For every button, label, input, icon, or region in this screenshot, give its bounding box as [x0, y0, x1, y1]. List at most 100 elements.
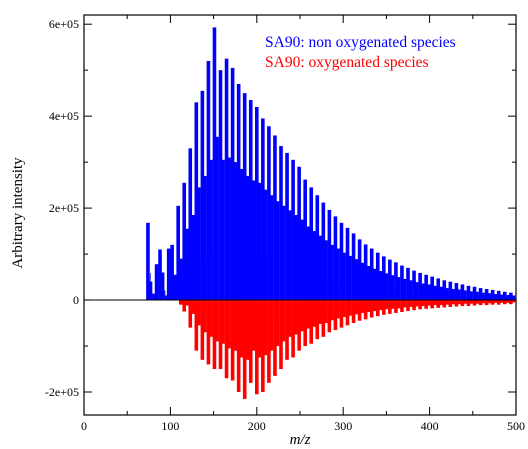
spike-blue-34 — [248, 100, 253, 301]
spike-blue-114 — [490, 289, 495, 301]
spike-red-77 — [412, 300, 416, 311]
spike-blue-64 — [339, 222, 344, 301]
spike-red-25 — [255, 300, 259, 395]
spike-red-11 — [212, 300, 217, 370]
axes: 0 100 200 300 400 500 -2e+05 0 2e+05 4e+05 6e+05 — [45, 15, 525, 433]
spike-red-33 — [279, 300, 283, 370]
spike-blue-26 — [224, 58, 229, 301]
spike-red-10 — [209, 300, 213, 337]
spike-blue-71 — [360, 262, 365, 301]
spike-red-45 — [315, 300, 320, 340]
spike-red-66 — [378, 300, 383, 311]
spike-red-20 — [239, 300, 244, 358]
spike-red-27 — [261, 300, 265, 393]
spike-blue-96 — [436, 278, 441, 301]
spike-blue-76 — [375, 252, 380, 301]
spike-red-4 — [191, 300, 195, 314]
spike-blue-86 — [406, 267, 410, 301]
spike-blue-103 — [457, 289, 461, 301]
spike-red-18 — [233, 300, 237, 351]
spike-blue-30 — [236, 83, 241, 301]
spike-red-80 — [420, 300, 425, 307]
spike-blue-101 — [451, 289, 455, 301]
spike-blue-99 — [445, 288, 449, 301]
spike-red-53 — [339, 300, 344, 328]
spike-blue-20 — [206, 60, 211, 301]
legend-entry-non-oxygenated: SA90: non oxygenated species — [265, 34, 456, 51]
spike-red-103 — [490, 300, 495, 305]
spike-blue-44 — [279, 146, 283, 301]
spike-red-49 — [327, 300, 332, 333]
spike-blue-87 — [408, 280, 413, 301]
spike-blue-105 — [463, 290, 467, 301]
spike-red-36 — [287, 300, 292, 337]
spike-red-40 — [299, 300, 304, 332]
spike-blue-4 — [158, 249, 162, 301]
spike-blue-46 — [285, 152, 289, 301]
spike-blue-62 — [333, 216, 338, 301]
spike-blue-110 — [478, 288, 483, 301]
spike-red-57 — [351, 300, 356, 324]
spike-red-52 — [336, 300, 340, 319]
spike-red-50 — [330, 300, 334, 321]
spike-red-32 — [275, 300, 280, 347]
spike-red-108 — [505, 300, 510, 303]
spike-blue-85 — [402, 278, 407, 301]
spike-red-64 — [372, 300, 377, 312]
spike-blue-25 — [221, 159, 225, 301]
spike-red-7 — [200, 300, 205, 360]
spike-blue-93 — [426, 284, 431, 301]
spike-red-15 — [224, 300, 229, 379]
spike-red-17 — [230, 300, 235, 381]
spike-red-24 — [251, 300, 256, 351]
spike-blue-59 — [324, 240, 328, 301]
spike-red-109 — [509, 300, 513, 305]
spike-blue-54 — [309, 187, 314, 301]
legend: SA90: non oxygenated species SA90: oxyge… — [265, 34, 456, 71]
spike-blue-66 — [345, 227, 350, 301]
spike-blue-32 — [242, 93, 247, 301]
spike-red-83 — [430, 300, 434, 309]
spike-blue-81 — [390, 275, 395, 301]
spike-red-69 — [388, 300, 392, 314]
y-tick-label-0: -2e+05 — [45, 385, 79, 399]
spike-red-78 — [414, 300, 419, 307]
spike-blue-80 — [388, 259, 392, 301]
spike-blue-49 — [293, 215, 298, 301]
spike-blue-23 — [215, 136, 219, 301]
spike-blue-83 — [396, 277, 401, 301]
spike-blue-120 — [509, 292, 513, 301]
spike-blue-33 — [245, 175, 250, 301]
spike-blue-108 — [472, 286, 477, 301]
x-axis-label: m/z — [290, 432, 311, 448]
spike-blue-73 — [366, 266, 371, 301]
spike-blue-21 — [209, 159, 213, 301]
spike-blue-104 — [460, 284, 465, 301]
spike-red-54 — [342, 300, 346, 318]
spike-red-79 — [418, 300, 422, 310]
spike-blue-113 — [487, 293, 492, 301]
spike-red-38 — [293, 300, 298, 335]
spike-blue-40 — [267, 126, 271, 301]
spike-blue-55 — [312, 231, 316, 301]
spike-blue-48 — [291, 159, 295, 301]
spike-blue-119 — [505, 295, 510, 301]
spike-blue-88 — [412, 270, 416, 301]
spike-red-62 — [366, 300, 371, 313]
legend-entry-oxygenated: SA90: oxygenated species — [265, 54, 429, 71]
spike-blue-90 — [418, 272, 422, 301]
spike-red-56 — [348, 300, 352, 316]
spike-blue-107 — [469, 291, 473, 301]
y-axis-title: Arbitrary intensity — [10, 157, 26, 269]
spike-blue-31 — [239, 169, 244, 301]
spike-red-82 — [426, 300, 431, 306]
spike-red-48 — [324, 300, 328, 324]
y-axis-label: Arbitrary intensity — [10, 157, 26, 269]
spike-blue-72 — [363, 244, 368, 301]
spike-blue-84 — [400, 265, 404, 301]
spike-red-90 — [451, 300, 455, 305]
spike-blue-45 — [281, 205, 286, 301]
spike-blue-60 — [327, 209, 332, 301]
series-non-oxygenated — [146, 27, 517, 301]
spike-red-2 — [185, 300, 189, 306]
